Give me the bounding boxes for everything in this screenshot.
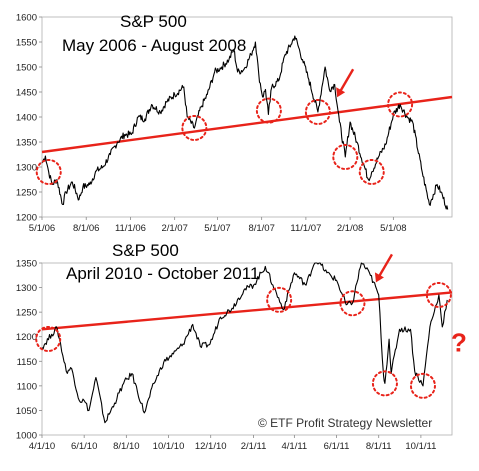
chart-title: S&P 500	[112, 241, 179, 260]
x-tick-label: 11/1/06	[115, 223, 146, 234]
x-tick-label: 6/1/10	[71, 441, 97, 452]
x-tick-label: 10/1/10	[153, 441, 185, 452]
x-tick-label: 8/1/06	[73, 223, 99, 234]
touch-circle	[304, 99, 331, 125]
y-tick-label: 1100	[17, 381, 37, 392]
plot-frame	[41, 262, 453, 436]
touch-circle	[332, 144, 359, 170]
chart-2010-2011: 1000 1050 1100 1150 1200 1250 1300 1350 4/1/10 6…	[16, 241, 467, 452]
y-tick-label: 1550	[16, 38, 37, 49]
y-tick-label: 1500	[16, 63, 37, 74]
x-tick-label: 2/1/08	[337, 223, 363, 234]
x-tick-label: 11/1/07	[290, 223, 321, 234]
touch-circle	[358, 159, 385, 185]
y-axis: 1200 1250 1300 1350 1400 1450 1500 1550 1600	[16, 13, 42, 224]
y-tick-label: 1600	[16, 13, 37, 24]
x-axis: 5/1/06 8/1/06 11/1/06 2/1/07 5/1/07 8/1/07 11/…	[29, 217, 407, 234]
x-tick-label: 4/1/10	[29, 441, 55, 452]
x-tick-label: 10/1/11	[405, 441, 436, 452]
y-tick-label: 1250	[16, 308, 37, 319]
y-tick-label: 1350	[16, 138, 37, 149]
x-tick-label: 12/1/10	[195, 441, 227, 452]
touch-circle	[255, 97, 282, 124]
y-tick-label: 1300	[16, 283, 37, 294]
touch-circle	[387, 91, 414, 118]
x-tick-label: 2/1/07	[161, 223, 187, 234]
touch-circle	[35, 325, 62, 352]
trendline-segment	[41, 95, 453, 154]
touch-circles	[35, 91, 414, 185]
x-tick-label: 2/1/11	[241, 441, 267, 452]
chart-subtitle: April 2010 - October 2011	[66, 264, 259, 283]
touch-circles	[35, 281, 452, 399]
y-tick-label: 1350	[16, 259, 37, 270]
chart-title: S&P 500	[120, 12, 187, 31]
x-axis: 4/1/10 6/1/10 8/1/10 10/1/10 12/1/10 2/1/11 4/…	[29, 435, 436, 452]
x-tick-label: 5/1/08	[380, 223, 406, 234]
watermark-text: © ETF Profit Strategy Newsletter	[258, 416, 432, 430]
y-tick-label: 1150	[17, 357, 37, 368]
x-tick-label: 5/1/06	[29, 223, 55, 234]
y-tick-label: 1250	[16, 188, 37, 199]
trendline-segment	[41, 291, 453, 331]
touch-circle	[339, 290, 366, 317]
chart-2006-2008: 1200 1250 1300 1350 1400 1450 1500 1550 1600 5/1…	[16, 12, 453, 234]
price-line	[41, 262, 448, 424]
y-tick-label: 1000	[16, 431, 37, 442]
arrow-head	[374, 272, 384, 283]
arrow-shaft	[376, 253, 393, 279]
arrow-shaft	[338, 68, 355, 94]
x-tick-label: 8/1/11	[366, 441, 392, 452]
annotations: ?	[374, 253, 467, 357]
touch-circle	[371, 370, 398, 397]
arrow-head	[336, 87, 346, 98]
price-line	[41, 35, 449, 210]
touch-circle	[181, 115, 208, 141]
x-tick-label: 8/1/07	[248, 223, 274, 234]
y-axis: 1000 1050 1100 1150 1200 1250 1300 1350	[16, 259, 42, 442]
price-series	[41, 35, 449, 210]
x-tick-label: 5/1/07	[204, 223, 230, 234]
trendline	[41, 95, 453, 154]
y-tick-label: 1300	[16, 163, 37, 174]
touch-circle	[35, 159, 62, 185]
touch-circle	[409, 372, 436, 399]
chart-subtitle: May 2006 - August 2008	[62, 36, 246, 55]
trendline	[41, 291, 453, 331]
y-tick-label: 1450	[16, 88, 37, 99]
x-tick-label: 6/1/11	[324, 441, 350, 452]
y-tick-label: 1200	[16, 213, 37, 224]
y-tick-label: 1200	[16, 332, 37, 343]
y-tick-label: 1050	[16, 406, 37, 417]
x-tick-label: 8/1/10	[113, 441, 139, 452]
y-tick-label: 1400	[16, 113, 37, 124]
touch-circle	[425, 281, 452, 308]
annotations	[336, 68, 355, 98]
x-tick-label: 4/1/11	[282, 441, 308, 452]
touch-circle	[266, 286, 293, 313]
question-mark: ?	[451, 327, 467, 357]
price-series	[41, 262, 448, 424]
